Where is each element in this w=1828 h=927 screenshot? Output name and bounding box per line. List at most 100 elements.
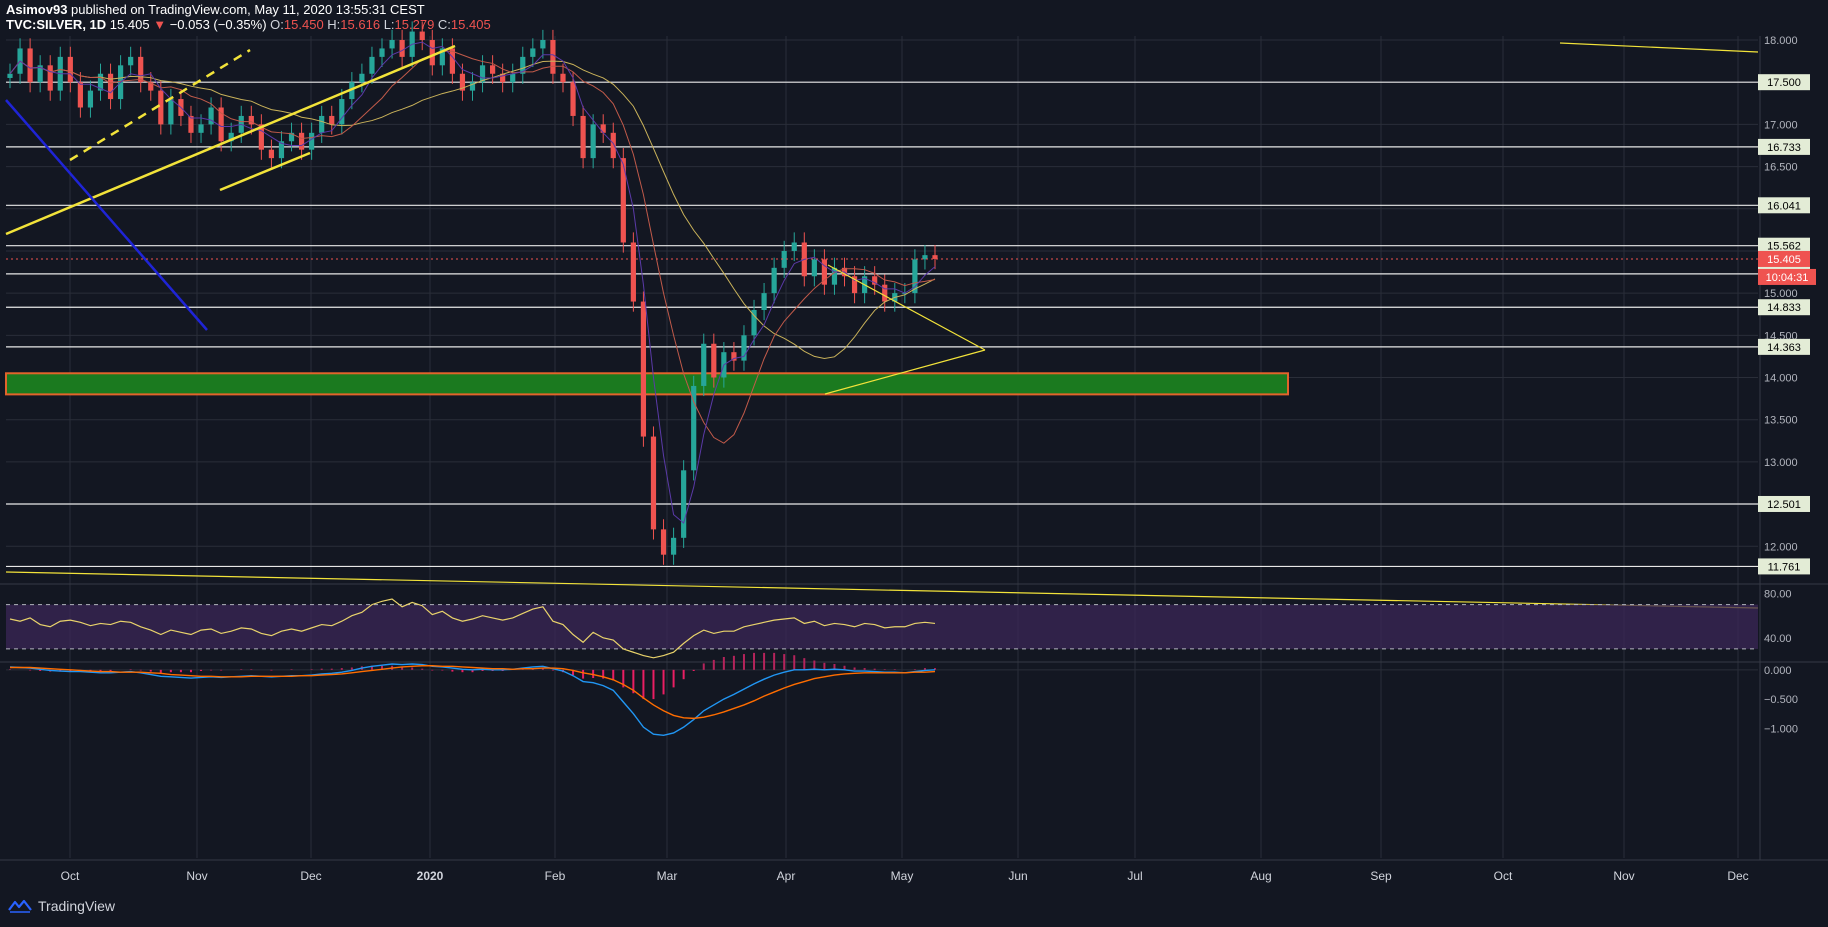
close-label: C: xyxy=(437,17,451,32)
candle-body xyxy=(319,115,325,133)
support-zone xyxy=(5,372,1289,396)
high-label: H: xyxy=(327,17,341,32)
price-level-badge xyxy=(1758,138,1810,155)
price-level-badge xyxy=(1758,338,1810,355)
signal-line xyxy=(10,665,936,720)
tradingview-brand[interactable]: TradingView xyxy=(8,898,115,914)
ma-line-fast xyxy=(9,41,936,524)
price-level-badge xyxy=(1758,197,1810,214)
long-term-trendline xyxy=(5,571,1759,609)
tradingview-logo-icon xyxy=(8,899,32,913)
ma-line-slow xyxy=(9,60,936,360)
candle-body xyxy=(831,267,838,285)
price-level-badge xyxy=(1758,237,1810,254)
rsi-line xyxy=(9,598,936,659)
candle-body xyxy=(188,115,194,133)
parallel-channel-line xyxy=(219,151,311,192)
candle-body xyxy=(97,73,104,91)
candle-body xyxy=(620,158,626,243)
candle-body xyxy=(560,73,566,83)
x-tick-label: Jul xyxy=(1127,869,1142,883)
candle-body xyxy=(490,65,496,74)
last-price: 15.405 xyxy=(109,17,150,32)
x-tick-label: Nov xyxy=(186,869,207,883)
candle-body xyxy=(67,56,73,83)
candle-body xyxy=(851,276,858,294)
candle-body xyxy=(7,73,13,78)
candle-body xyxy=(590,124,596,159)
candle-body xyxy=(369,56,375,74)
y-tick-label: 13.500 xyxy=(1764,415,1798,427)
ohlc-line: TVC:SILVER, 1D 15.405 ▼ −0.053 (−0.35%) … xyxy=(6,17,491,32)
x-tick-label: Feb xyxy=(545,869,566,883)
descending-trendline xyxy=(5,99,208,331)
candle-body xyxy=(510,73,516,83)
price-level-label: 16.733 xyxy=(1767,142,1801,154)
candle-body xyxy=(600,124,606,133)
price-level-badge xyxy=(1758,74,1810,91)
open-label: O: xyxy=(270,17,284,32)
candle-body xyxy=(148,82,154,91)
y-tick-label: 14.000 xyxy=(1764,373,1798,385)
candle-body xyxy=(47,65,53,91)
author-name[interactable]: Asimov93 xyxy=(6,2,68,17)
candle-body xyxy=(479,65,486,83)
last-price-badge xyxy=(1758,250,1810,267)
candle-body xyxy=(660,529,667,555)
candle-body xyxy=(399,40,405,57)
candle-body xyxy=(912,259,918,294)
price-change: −0.053 (−0.35%) xyxy=(169,17,267,32)
candle-body xyxy=(168,99,174,125)
x-tick-label: Jun xyxy=(1008,869,1027,883)
candle-body xyxy=(469,82,476,91)
candle-body xyxy=(882,284,888,302)
candle-body xyxy=(630,242,636,302)
x-tick-label: Dec xyxy=(1727,869,1748,883)
x-tick-label: Dec xyxy=(300,869,321,883)
candle-body xyxy=(309,132,315,150)
y-tick-label: 15.000 xyxy=(1764,288,1798,300)
candle-body xyxy=(37,65,43,83)
y-tick-label: 13.000 xyxy=(1764,457,1798,469)
brand-name: TradingView xyxy=(38,898,116,914)
rsi-tick-label: 80.00 xyxy=(1764,589,1792,601)
price-level-label: 16.041 xyxy=(1767,200,1801,212)
candle-body xyxy=(872,276,878,285)
candle-body xyxy=(791,242,797,251)
countdown-badge xyxy=(1758,268,1816,285)
macd-line xyxy=(9,663,936,737)
macd-tick-label: 0.000 xyxy=(1764,665,1792,677)
price-level-label: 14.363 xyxy=(1767,342,1801,354)
candle-body xyxy=(228,132,234,142)
candle-body xyxy=(741,335,747,361)
candle-body xyxy=(27,48,33,83)
candle-body xyxy=(218,107,224,142)
triangle-upper-line xyxy=(827,264,986,351)
price-level-badge xyxy=(1758,558,1810,575)
candle-body xyxy=(198,124,204,133)
candle-body xyxy=(158,90,164,125)
close-value: 15.405 xyxy=(450,17,491,32)
candle-body xyxy=(107,73,114,100)
candle-body xyxy=(379,48,385,57)
candle-body xyxy=(339,99,345,125)
open-value: 15.450 xyxy=(283,17,324,32)
price-level-badge xyxy=(1758,495,1810,512)
x-tick-label: Aug xyxy=(1250,869,1271,883)
candle-body xyxy=(691,385,697,471)
candle-body xyxy=(821,259,828,285)
candle-body xyxy=(268,149,275,159)
candle-body xyxy=(349,82,355,100)
x-tick-label: Mar xyxy=(657,869,678,883)
candle-body xyxy=(288,132,295,142)
candle-body xyxy=(670,537,677,555)
low-label: L: xyxy=(383,17,395,32)
y-tick-label: 16.500 xyxy=(1764,162,1798,174)
candle-body xyxy=(87,90,94,108)
candle-body xyxy=(550,40,556,74)
macd-tick-label: −0.500 xyxy=(1764,694,1798,706)
candle-body xyxy=(258,124,264,150)
candle-body xyxy=(761,293,767,310)
upper-trendline xyxy=(1559,42,1759,53)
